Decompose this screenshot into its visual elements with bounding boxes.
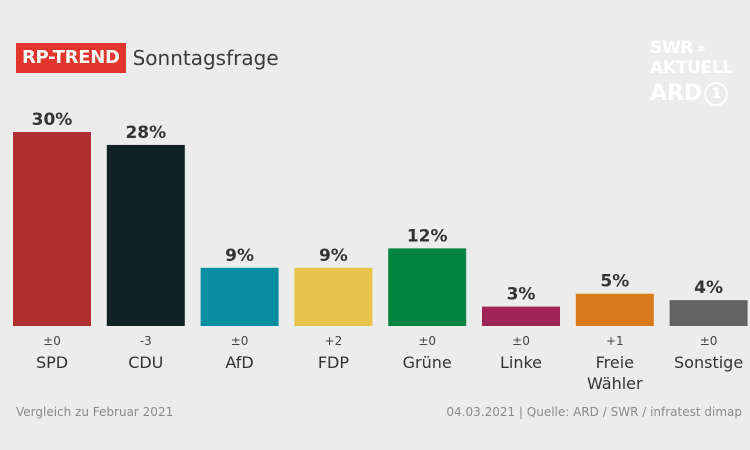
logo-arrows-icon: » [696, 39, 706, 57]
chart-title-row: RP-TREND Sonntagsfrage [16, 43, 279, 73]
bar-grüne [388, 248, 467, 326]
swr-aktuell-ard-logo: SWR» AKTUELL ARD 1 [650, 38, 750, 118]
bar-fdp [294, 267, 373, 326]
chart-title: Sonntagsfrage [132, 46, 279, 70]
value-label-fdp: 9% [319, 246, 348, 266]
change-label-fdp: +2 [325, 334, 343, 348]
footer-source: 04.03.2021 | Quelle: ARD / SWR / infrate… [446, 405, 742, 419]
bar-spd [13, 132, 91, 326]
value-label-cdu: 28% [125, 123, 166, 143]
category-label-grüne: Grüne [403, 353, 452, 372]
category-label-freie-wähler: Freie [596, 353, 634, 372]
bar-sonstige [669, 300, 748, 326]
value-label-grüne: 12% [407, 226, 448, 246]
change-label-freie-wähler: +1 [606, 334, 624, 348]
category-label-sonstige: Sonstige [674, 353, 743, 372]
category-label-linke: Linke [500, 353, 542, 372]
change-label-grüne: ±0 [418, 334, 436, 348]
change-label-linke: ±0 [512, 334, 530, 348]
bar-freie-wähler [575, 293, 654, 326]
category-label-afd: AfD [225, 353, 253, 372]
logo-swr: SWR» [650, 38, 750, 58]
value-label-afd: 9% [225, 246, 254, 266]
change-label-cdu: -3 [140, 334, 152, 348]
bar-afd [200, 267, 279, 326]
category-label-fdp: FDP [318, 353, 350, 372]
change-label-sonstige: ±0 [700, 334, 718, 348]
footer-comparison-note: Vergleich zu Februar 2021 [16, 405, 174, 419]
logo-aktuell: AKTUELL [650, 58, 733, 78]
change-label-spd: ±0 [43, 334, 61, 348]
rp-trend-badge: RP-TREND [16, 43, 126, 73]
logo-swr-text: SWR [650, 38, 694, 58]
change-label-afd: ±0 [231, 334, 249, 348]
value-label-sonstige: 4% [694, 278, 723, 298]
ard-one-icon: 1 [704, 82, 729, 106]
bar-linke [482, 306, 560, 326]
bar-chart: 30% ±0 SPD 28% -3 CDU 9% ±0 AfD 9% +2 FDP 12% ±0 Grüne… [13, 110, 748, 393]
logo-ard: ARD 1 [650, 81, 750, 107]
category-label-cdu: CDU [128, 353, 163, 372]
logo-ard-text: ARD [650, 81, 703, 106]
value-label-spd: 30% [32, 110, 73, 130]
value-label-linke: 3% [507, 285, 536, 305]
bar-cdu [106, 144, 185, 326]
value-label-freie-wähler: 5% [600, 272, 629, 292]
category-label-spd: SPD [36, 353, 68, 372]
category-label-freie-wähler: Wähler [587, 374, 643, 393]
